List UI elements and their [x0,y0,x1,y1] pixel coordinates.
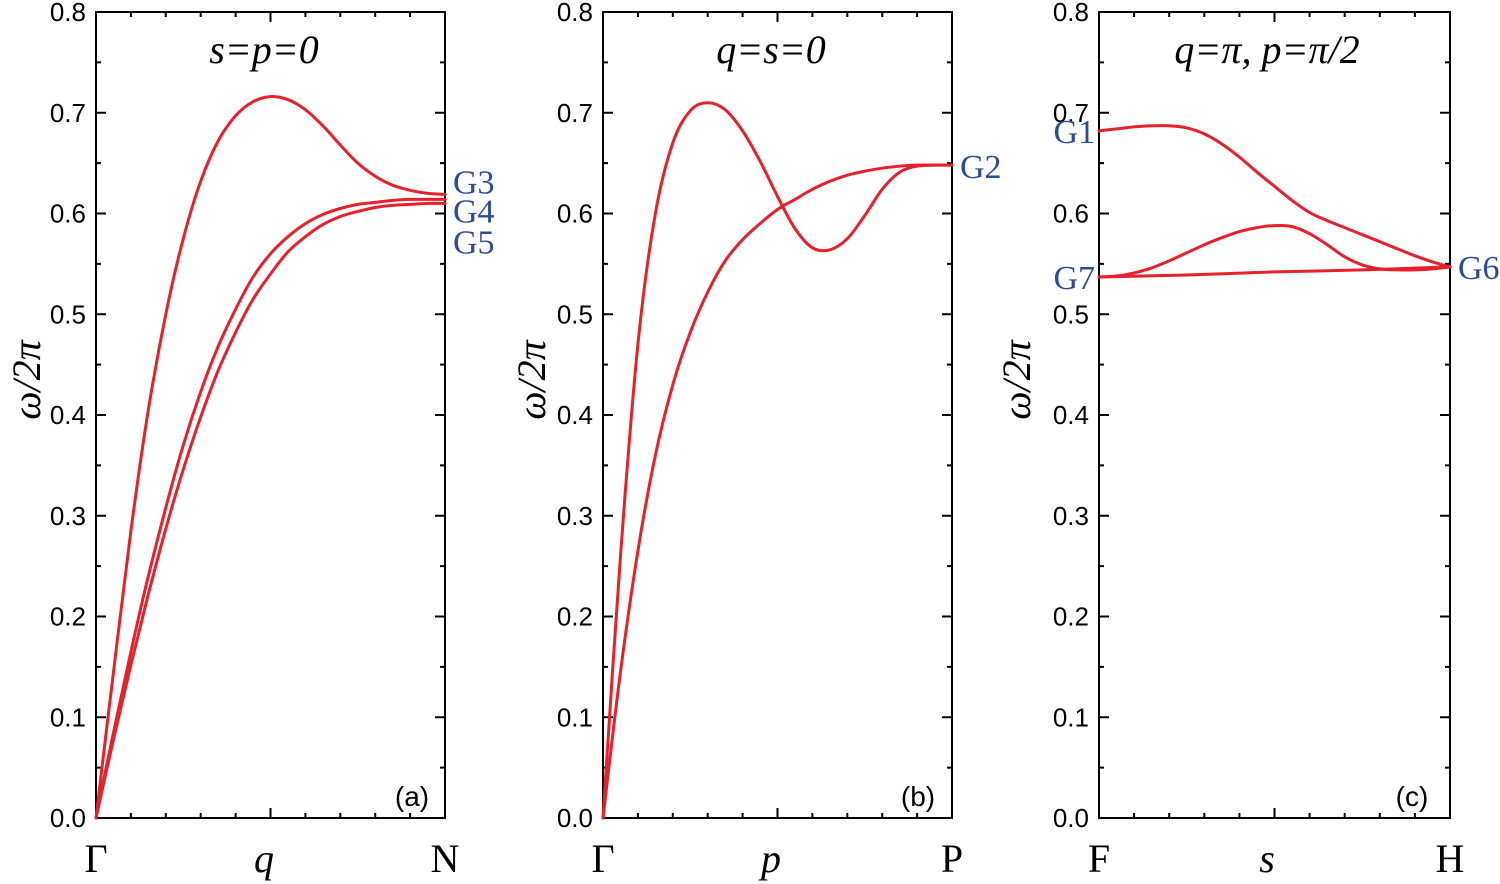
panel-c-annotation-g1: G1 [1053,114,1095,151]
panel-b-xlabel: p [758,836,781,881]
panel-b-x-start-label: Γ [591,836,614,881]
panel-c-ytick-label: 0.6 [1053,199,1089,229]
panel-b: q=s=0 ω/2π Γ p P (b) 0.0 0.1 0.2 0.3 0.4 0.5 0… [509,0,1002,881]
panel-c-ytick-label: 0.8 [1053,0,1089,27]
panel-a-series-lower [94,201,447,820]
panel-c-ytick-label: 0.7 [1053,98,1089,128]
panel-a-x-end-label: N [431,836,460,881]
panel-a-ylabel: ω/2π [4,339,49,419]
panel-a-annotation-g5: G5 [453,225,495,262]
panel-c-ytick-label: 0.0 [1053,803,1089,833]
panel-a: s=p=0 ω/2π Γ q N (a) 0.0 0.1 0.2 0.3 0.4 0.5 0… [4,0,495,881]
panel-c-ytick-label: 0.3 [1053,501,1089,531]
panel-a-annotation-g3: G3 [453,164,495,201]
panel-a-ytick-label: 0.2 [50,602,86,632]
panel-b-ytick-label: 0.2 [557,602,593,632]
panel-b-ytick-label: 0.5 [557,299,593,329]
panel-b-ytick-label: 0.0 [557,803,593,833]
panel-c-ytick-label: 0.4 [1053,400,1089,430]
panel-b-ytick-label: 0.8 [557,0,593,27]
panel-a-x-start-label: Γ [84,836,107,881]
panel-a-series-upper [94,95,447,820]
panel-b-tag: (b) [901,781,935,812]
panel-c-tag: (c) [1396,781,1429,812]
panel-c-ytick-label: 0.5 [1053,299,1089,329]
panel-b-title: q=s=0 [716,27,826,72]
panel-a-ytick-label: 0.4 [50,400,86,430]
panel-c-xlabel: s [1259,836,1275,881]
panel-c-annotation-g6: G6 [1458,250,1500,287]
panel-c-series-flat [1097,265,1452,279]
panel-c-x-start-label: F [1088,836,1110,881]
panel-c-ytick-label: 0.1 [1053,702,1089,732]
panel-b-ylabel: ω/2π [509,339,554,419]
panel-b-annotation-g2: G2 [960,149,1002,186]
panel-c-ylabel: ω/2π [994,339,1039,419]
panel-b-ytick-label: 0.7 [557,98,593,128]
panel-a-tag: (a) [395,781,429,812]
panel-b-x-end-label: P [941,836,963,881]
panel-b-ytick-label: 0.4 [557,400,593,430]
panel-a-ytick-label: 0.3 [50,501,86,531]
panel-c-annotation-g7: G7 [1053,260,1095,297]
panel-b-ytick-label: 0.6 [557,199,593,229]
panel-b-series-upper [601,101,954,820]
panel-a-series-middle [94,197,447,820]
panel-c-x-end-label: H [1436,836,1465,881]
panel-b-ytick-label: 0.3 [557,501,593,531]
panel-a-ytick-label: 0.7 [50,98,86,128]
panel-c-title: q=π, p=π/2 [1174,27,1359,72]
panel-a-ytick-label: 0.0 [50,803,86,833]
panel-a-annotation-g4: G4 [453,193,495,230]
panel-b-frame [602,11,953,819]
panel-a-ytick-label: 0.6 [50,199,86,229]
panel-c: q=π, p=π/2 ω/2π F s H (c) 0.0 0.1 0.2 0.3 0.… [994,0,1500,881]
panel-c-frame [1098,11,1451,819]
panel-b-series-lower [601,163,954,820]
panel-a-ytick-label: 0.8 [50,0,86,27]
panel-a-title: s=p=0 [209,27,319,72]
panel-c-ytick-label: 0.2 [1053,602,1089,632]
panel-a-ytick-label: 0.5 [50,299,86,329]
panel-a-xlabel: q [254,836,274,881]
panel-c-series-top [1097,124,1452,269]
panel-a-ytick-label: 0.1 [50,702,86,732]
panel-b-ytick-label: 0.1 [557,702,593,732]
